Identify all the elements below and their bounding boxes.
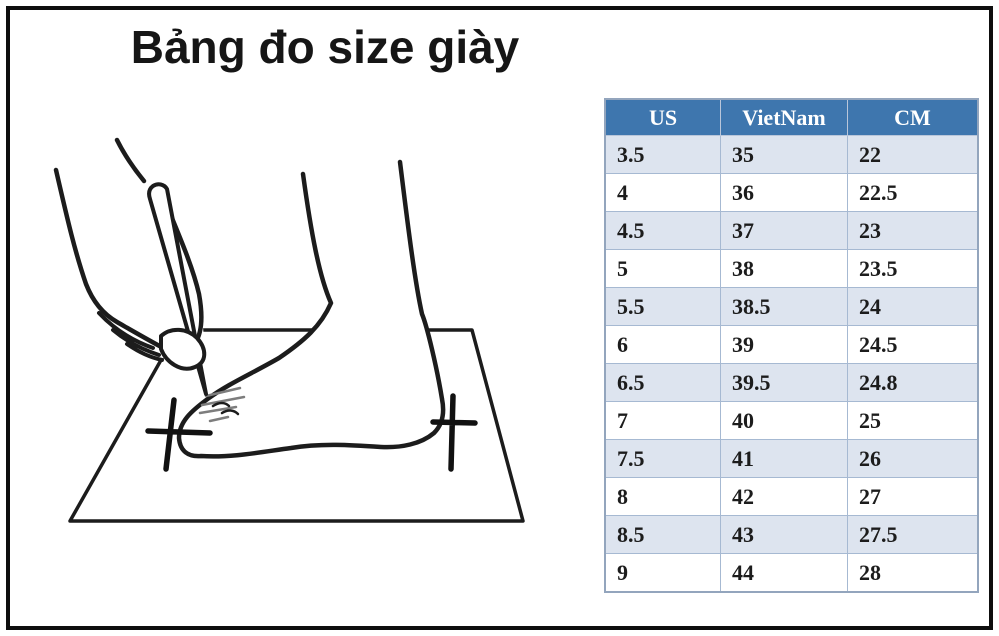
table-row: 8.5 43 27.5 [604,515,979,554]
table-cell: 4.5 [604,211,721,250]
table-cell: 25 [847,401,979,440]
table-cell: 23.5 [847,249,979,288]
table-row: 4.5 37 23 [604,211,979,250]
table-row: 8 42 27 [604,477,979,516]
table-cell: 40 [720,401,848,440]
table-cell: 42 [720,477,848,516]
column-header-vietnam: VietNam [720,98,848,136]
table-cell: 27.5 [847,515,979,554]
table-cell: 22 [847,135,979,174]
table-cell: 8.5 [604,515,721,554]
finger-lines [97,311,164,362]
table-row: 6 39 24.5 [604,325,979,364]
heel-crosshair-mark [430,393,478,472]
toe-crosshair-mark [145,397,213,472]
thumb-grip [159,327,207,371]
table-cell: 39.5 [720,363,848,402]
table-row: 6.5 39.5 24.8 [604,363,979,402]
table-cell: 8 [604,477,721,516]
table-cell: 5 [604,249,721,288]
table-row: 5 38 23.5 [604,249,979,288]
table-cell: 38 [720,249,848,288]
hand-fill [60,142,204,362]
shoe-size-table: US VietNam CM 3.5 35 22 4 36 22.5 4.5 37… [604,98,979,593]
table-row: 7 40 25 [604,401,979,440]
table-cell: 28 [847,553,979,593]
table-cell: 37 [720,211,848,250]
table-cell: 23 [847,211,979,250]
table-cell: 7 [604,401,721,440]
table-cell: 24 [847,287,979,326]
column-header-us: US [604,98,721,136]
table-cell: 44 [720,553,848,593]
table-cell: 5.5 [604,287,721,326]
table-row: 3.5 35 22 [604,135,979,174]
table-row: 9 44 28 [604,553,979,593]
table-cell: 43 [720,515,848,554]
toe-lines [211,401,240,416]
table-cell: 3.5 [604,135,721,174]
table-cell: 6 [604,325,721,364]
table-cell: 6.5 [604,363,721,402]
table-cell: 4 [604,173,721,212]
table-cell: 24.5 [847,325,979,364]
table-cell: 24.8 [847,363,979,402]
table-cell: 26 [847,439,979,478]
table-row: 5.5 38.5 24 [604,287,979,326]
table-cell: 27 [847,477,979,516]
hand-outline [53,167,189,363]
pen-mark-scribbles [198,386,246,423]
table-row: 7.5 41 26 [604,439,979,478]
table-cell: 35 [720,135,848,174]
table-cell: 39 [720,325,848,364]
table-cell: 41 [720,439,848,478]
table-header-row: US VietNam CM [604,98,979,136]
table-cell: 36 [720,173,848,212]
page-title: Bảng đo size giày [130,21,520,73]
table-row: 4 36 22.5 [604,173,979,212]
index-finger-line [164,203,204,346]
arm-inner-line [114,137,147,184]
table-cell: 38.5 [720,287,848,326]
table-cell: 22.5 [847,173,979,212]
foot-outline [176,159,446,459]
column-header-cm: CM [847,98,979,136]
foot-measuring-illustration [53,137,525,523]
table-cell: 7.5 [604,439,721,478]
table-cell: 9 [604,553,721,593]
